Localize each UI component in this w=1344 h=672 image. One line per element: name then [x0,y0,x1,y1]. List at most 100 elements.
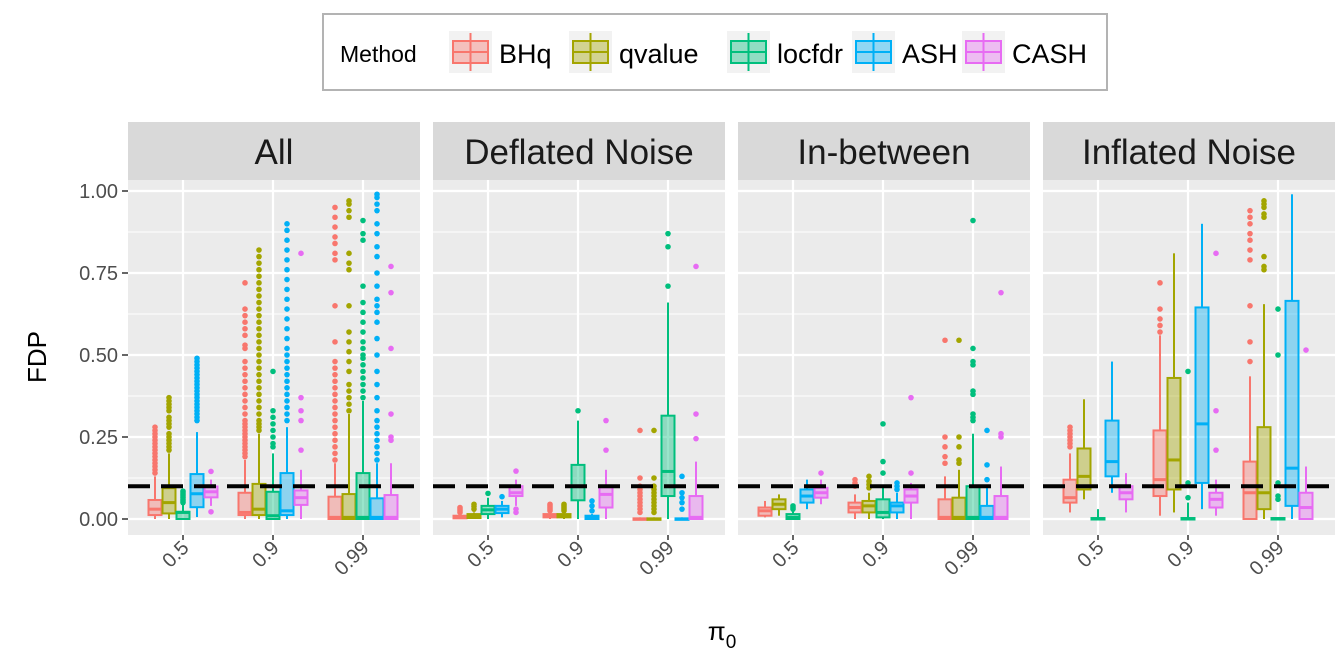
facet-strip [738,122,1030,180]
outlier-point [388,411,394,417]
box-cash-0.9 [1208,250,1224,516]
outlier-point [284,306,290,312]
outlier-point [332,234,338,240]
outlier-point [561,501,567,508]
box-body [1076,447,1092,491]
box-body [1166,376,1182,491]
outlier-point [665,230,671,237]
box-ash-0.9 [1194,223,1210,510]
outlier-point [360,381,366,388]
outlier-point [284,391,290,398]
box-qvalue-0.99 [1256,198,1272,519]
outlier-point [332,385,338,391]
outlier-point [651,427,657,434]
outlier-point [256,306,262,312]
outlier-point [1157,329,1163,335]
x-tick-label: 0.9 [1163,537,1198,572]
box-body [875,498,891,519]
outlier-point [256,339,262,345]
outlier-point [575,407,581,414]
outlier-point [284,417,290,424]
box-bhq-0.5 [757,500,773,518]
box-ash-0.5 [494,493,510,518]
y-tick-label: 1.00 [79,181,118,203]
x-axis-title-subscript: 0 [726,632,737,653]
box-body [1104,419,1120,478]
outlier-point [284,358,290,365]
outlier-point [942,460,948,467]
box-body [1256,426,1272,511]
facet-strip-label: Inflated Noise [1082,133,1296,172]
outlier-point [284,221,290,227]
facet-panel-inflated-noise: Inflated Noise 0.5 0.9 0.99 [1043,122,1335,580]
outlier-point [346,388,352,394]
outlier-point [242,365,248,371]
box-bhq-0.5 [1062,424,1078,513]
outlier-point [970,388,976,394]
box-locfdr-0.9 [265,368,281,520]
outlier-point [242,398,248,404]
box-locfdr-0.5 [480,490,496,519]
x-axis-title-pi: π [708,616,726,646]
outlier-point [332,378,338,385]
outlier-point [270,440,276,447]
outlier-point [284,247,290,253]
outlier-point [256,378,262,385]
outlier-point [270,434,276,440]
outlier-point [284,325,290,332]
box-ash-0.9 [279,221,295,519]
outlier-point [374,394,380,401]
outlier-point [298,407,304,414]
box-body [341,493,357,520]
box-body [279,472,295,517]
legend-label-locfdr: locfdr [777,39,843,69]
x-tick-label: 0.5 [768,537,803,572]
outlier-point [332,391,338,398]
outlier-point [256,312,262,319]
outlier-point [284,411,290,417]
outlier-point [998,430,1004,437]
outlier-point [332,214,338,221]
outlier-point [242,371,248,378]
outlier-point [457,504,463,511]
box-locfdr-0.99 [965,217,981,521]
outlier-point [360,230,366,237]
outlier-point [284,227,290,234]
outlier-point [242,411,248,417]
outlier-point [880,458,886,465]
outlier-point [332,224,338,230]
outlier-point [1247,247,1253,253]
outlier-point [284,276,290,283]
outlier-point [346,358,352,365]
box-locfdr-0.5 [175,488,191,520]
outlier-point [360,319,366,326]
outlier-point [374,201,380,207]
box-qvalue-0.5 [466,501,482,520]
outlier-point [360,368,366,375]
outlier-point [374,319,380,326]
box-bhq-0.5 [147,424,163,519]
outlier-point [852,476,858,483]
outlier-point [332,437,338,444]
outlier-point [1261,253,1267,260]
outlier-point [956,434,962,440]
outlier-point [284,371,290,378]
outlier-point [332,417,338,424]
outlier-point [1261,198,1267,204]
outlier-point [1261,263,1267,270]
facet-strip [1043,122,1335,180]
outlier-point [284,352,290,358]
box-cash-0.99 [993,289,1009,521]
outlier-point [270,427,276,434]
box-ash-0.99 [1284,194,1300,519]
facet-panel-deflated-noise: Deflated Noise 0.5 0.9 0.99 [433,122,725,580]
outlier-point [242,404,248,411]
outlier-point [1247,358,1253,365]
legend-label-bhq: BHq [499,39,552,69]
outlier-point [866,478,872,485]
box-locfdr-0.5 [785,503,801,521]
outlier-point [360,362,366,368]
box-body [889,501,905,514]
outlier-point [1247,339,1253,345]
